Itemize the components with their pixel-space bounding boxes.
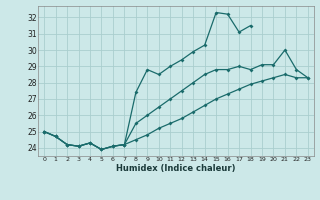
X-axis label: Humidex (Indice chaleur): Humidex (Indice chaleur) <box>116 164 236 173</box>
